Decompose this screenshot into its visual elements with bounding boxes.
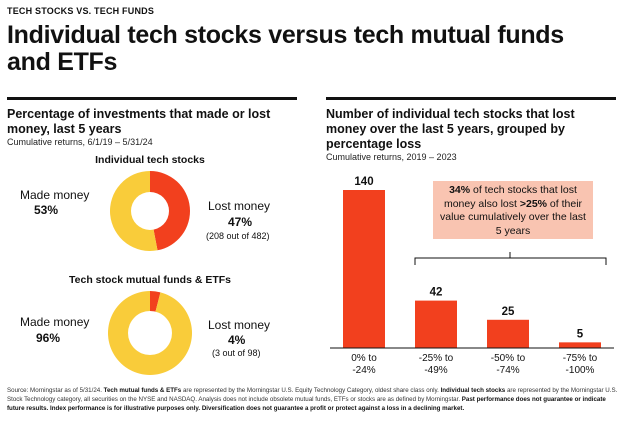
- bar-chart: 140 0% to-24% 42 -25% to-49% 25 -50% to-74% 5 -…: [330, 176, 614, 376]
- category-label-3-1: -100%: [566, 365, 595, 376]
- bar-value-label-1: 42: [430, 287, 443, 299]
- left-panel-title: Percentage of investments that made or l…: [7, 107, 271, 136]
- slice-lost-money: [150, 171, 190, 251]
- bar-2: [487, 319, 529, 348]
- callout-box: 34% of tech stocks that lost money also …: [433, 181, 593, 239]
- category-label-1-1: -49%: [424, 365, 447, 376]
- bar-0: [343, 190, 385, 348]
- right-panel-subtitle: Cumulative returns, 2019 – 2023: [326, 152, 457, 162]
- category-label-0-1: -24%: [352, 365, 375, 376]
- category-label-3-0: -75% to: [563, 353, 598, 364]
- page-title: Individual tech stocks versus tech mutua…: [7, 21, 564, 76]
- donut1-lost-note: (208 out of 482): [206, 231, 270, 241]
- bar-value-label-3: 5: [577, 328, 584, 340]
- donut2-lost-label: Lost money: [208, 318, 271, 332]
- bar-value-label-2: 25: [502, 306, 515, 318]
- right-panel-title: Number of individual tech stocks that lo…: [326, 107, 575, 151]
- left-divider: [7, 97, 297, 100]
- callout-pct2: >25%: [519, 197, 547, 210]
- footer-note: Source: Morningstar as of 5/31/24. Tech …: [7, 386, 619, 413]
- donut2-title: Tech stock mutual funds & ETFs: [69, 274, 231, 286]
- donut2-lost-note: (3 out of 98): [212, 348, 261, 358]
- right-divider: [326, 97, 616, 100]
- footer-text-1: Source: Morningstar as of 5/31/24.: [7, 387, 104, 394]
- donut1-lost-value: 47%: [228, 215, 253, 229]
- footer-text-2: are represented by the Morningstar U.S. …: [181, 387, 441, 394]
- donut1-made-value: 53%: [34, 203, 59, 217]
- callout-text1: of tech stocks that lost money also lost: [443, 184, 577, 210]
- category-label-1-0: -25% to: [419, 353, 454, 364]
- footer-bold-2: Individual tech stocks: [440, 387, 506, 394]
- donut1-title: Individual tech stocks: [95, 154, 205, 166]
- callout-pct1: 34%: [449, 184, 471, 196]
- donut-hole: [128, 311, 172, 355]
- donut1-made-label: Made money: [20, 188, 90, 202]
- donut2-chart: [108, 291, 192, 375]
- donut2-made-value: 96%: [36, 331, 61, 345]
- donut2-lost-value: 4%: [228, 333, 246, 347]
- category-label-0-0: 0% to: [351, 353, 377, 364]
- donut2-made-label: Made money: [20, 315, 90, 329]
- callout-bracket: [414, 252, 607, 265]
- donut1-lost-label: Lost money: [208, 199, 271, 213]
- bar-1: [415, 300, 457, 348]
- footer-bold-1: Tech mutual funds & ETFs: [103, 387, 182, 394]
- footer-bold-3: Past performance does not guarantee or i…: [7, 396, 606, 412]
- category-label-2-0: -50% to: [491, 353, 526, 364]
- bar-value-label-0: 140: [354, 176, 373, 188]
- category-label-2-1: -74%: [496, 365, 519, 376]
- donut1-chart: [110, 171, 190, 251]
- footer-text-3: are represented by the Morningstar U.S. …: [7, 387, 618, 403]
- callout-text2: of their value cumulatively over the las…: [440, 197, 586, 237]
- kicker: TECH STOCKS VS. TECH FUNDS: [7, 6, 155, 16]
- left-panel-subtitle: Cumulative returns, 6/1/19 – 5/31/24: [7, 137, 153, 147]
- donut-hole: [131, 192, 169, 230]
- bar-3: [559, 342, 601, 348]
